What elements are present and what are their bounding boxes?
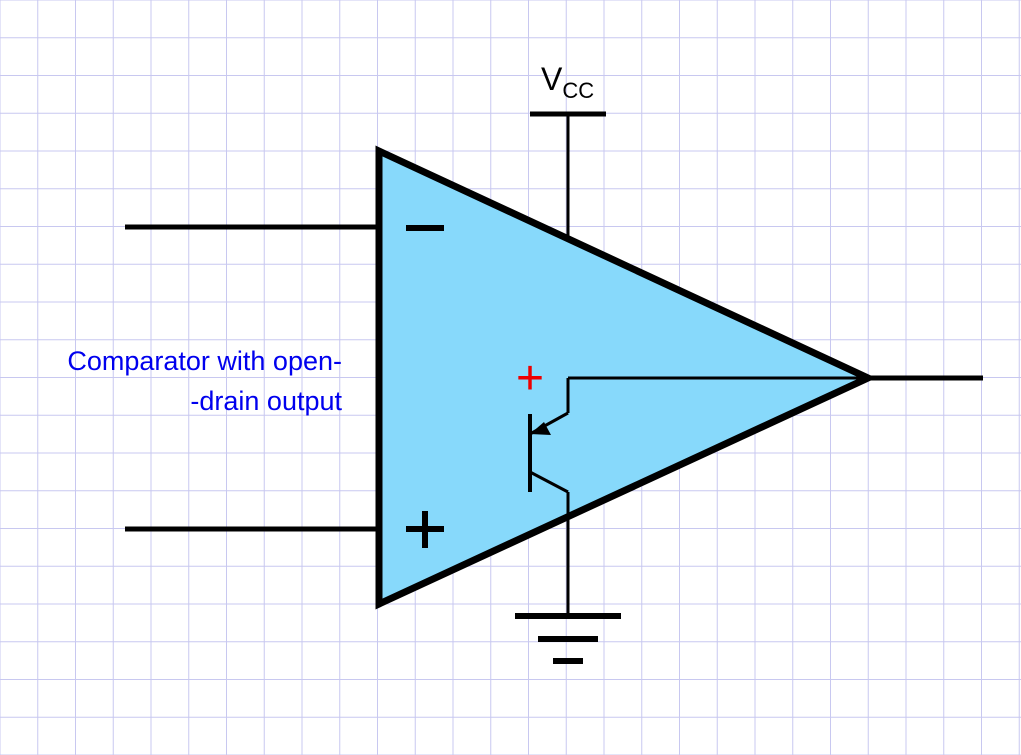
plus-sign-icon	[406, 511, 444, 548]
output-transistor	[528, 376, 868, 614]
vcc-label: VCC	[541, 61, 594, 103]
caption-line-1: Comparator with open-	[67, 346, 342, 376]
collector-plus-marker: +	[516, 352, 544, 405]
ground-icon	[515, 613, 621, 664]
emitter-arrow-icon	[530, 422, 551, 435]
caption-line-2: -drain output	[190, 386, 342, 416]
